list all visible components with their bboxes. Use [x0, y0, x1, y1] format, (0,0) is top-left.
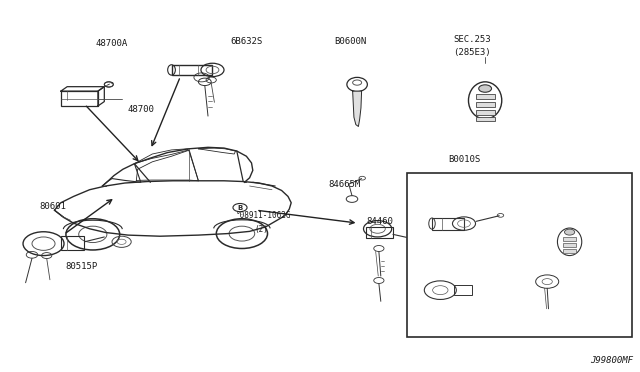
- Bar: [454, 285, 472, 295]
- Text: 80515P: 80515P: [66, 262, 98, 271]
- Text: 48700A: 48700A: [96, 39, 128, 48]
- Text: 48700: 48700: [128, 105, 155, 114]
- Text: °08911-1062G: °08911-1062G: [236, 211, 292, 219]
- Text: 80601: 80601: [40, 202, 67, 211]
- Bar: [476, 102, 495, 107]
- Bar: [61, 236, 84, 250]
- Bar: [563, 249, 576, 253]
- Text: B0600N: B0600N: [335, 37, 367, 46]
- Text: 84665M: 84665M: [328, 180, 360, 189]
- Text: (2): (2): [254, 225, 268, 234]
- Polygon shape: [353, 91, 362, 126]
- Text: B: B: [237, 205, 243, 211]
- Bar: [61, 91, 98, 106]
- Bar: [172, 65, 212, 75]
- Text: SEC.253: SEC.253: [454, 35, 491, 44]
- Text: B0010S: B0010S: [448, 155, 480, 164]
- Text: 84460: 84460: [367, 217, 394, 226]
- Bar: [563, 243, 576, 247]
- Bar: [476, 110, 495, 115]
- Text: (285E3): (285E3): [454, 48, 491, 57]
- Bar: [432, 218, 464, 230]
- Bar: [476, 117, 495, 121]
- Circle shape: [479, 85, 492, 92]
- Bar: [366, 227, 393, 238]
- Bar: [476, 94, 495, 99]
- Bar: [407, 173, 632, 337]
- Circle shape: [564, 229, 575, 235]
- Text: 6B632S: 6B632S: [230, 37, 262, 46]
- Text: J99800MF: J99800MF: [591, 356, 634, 365]
- Bar: [563, 237, 576, 241]
